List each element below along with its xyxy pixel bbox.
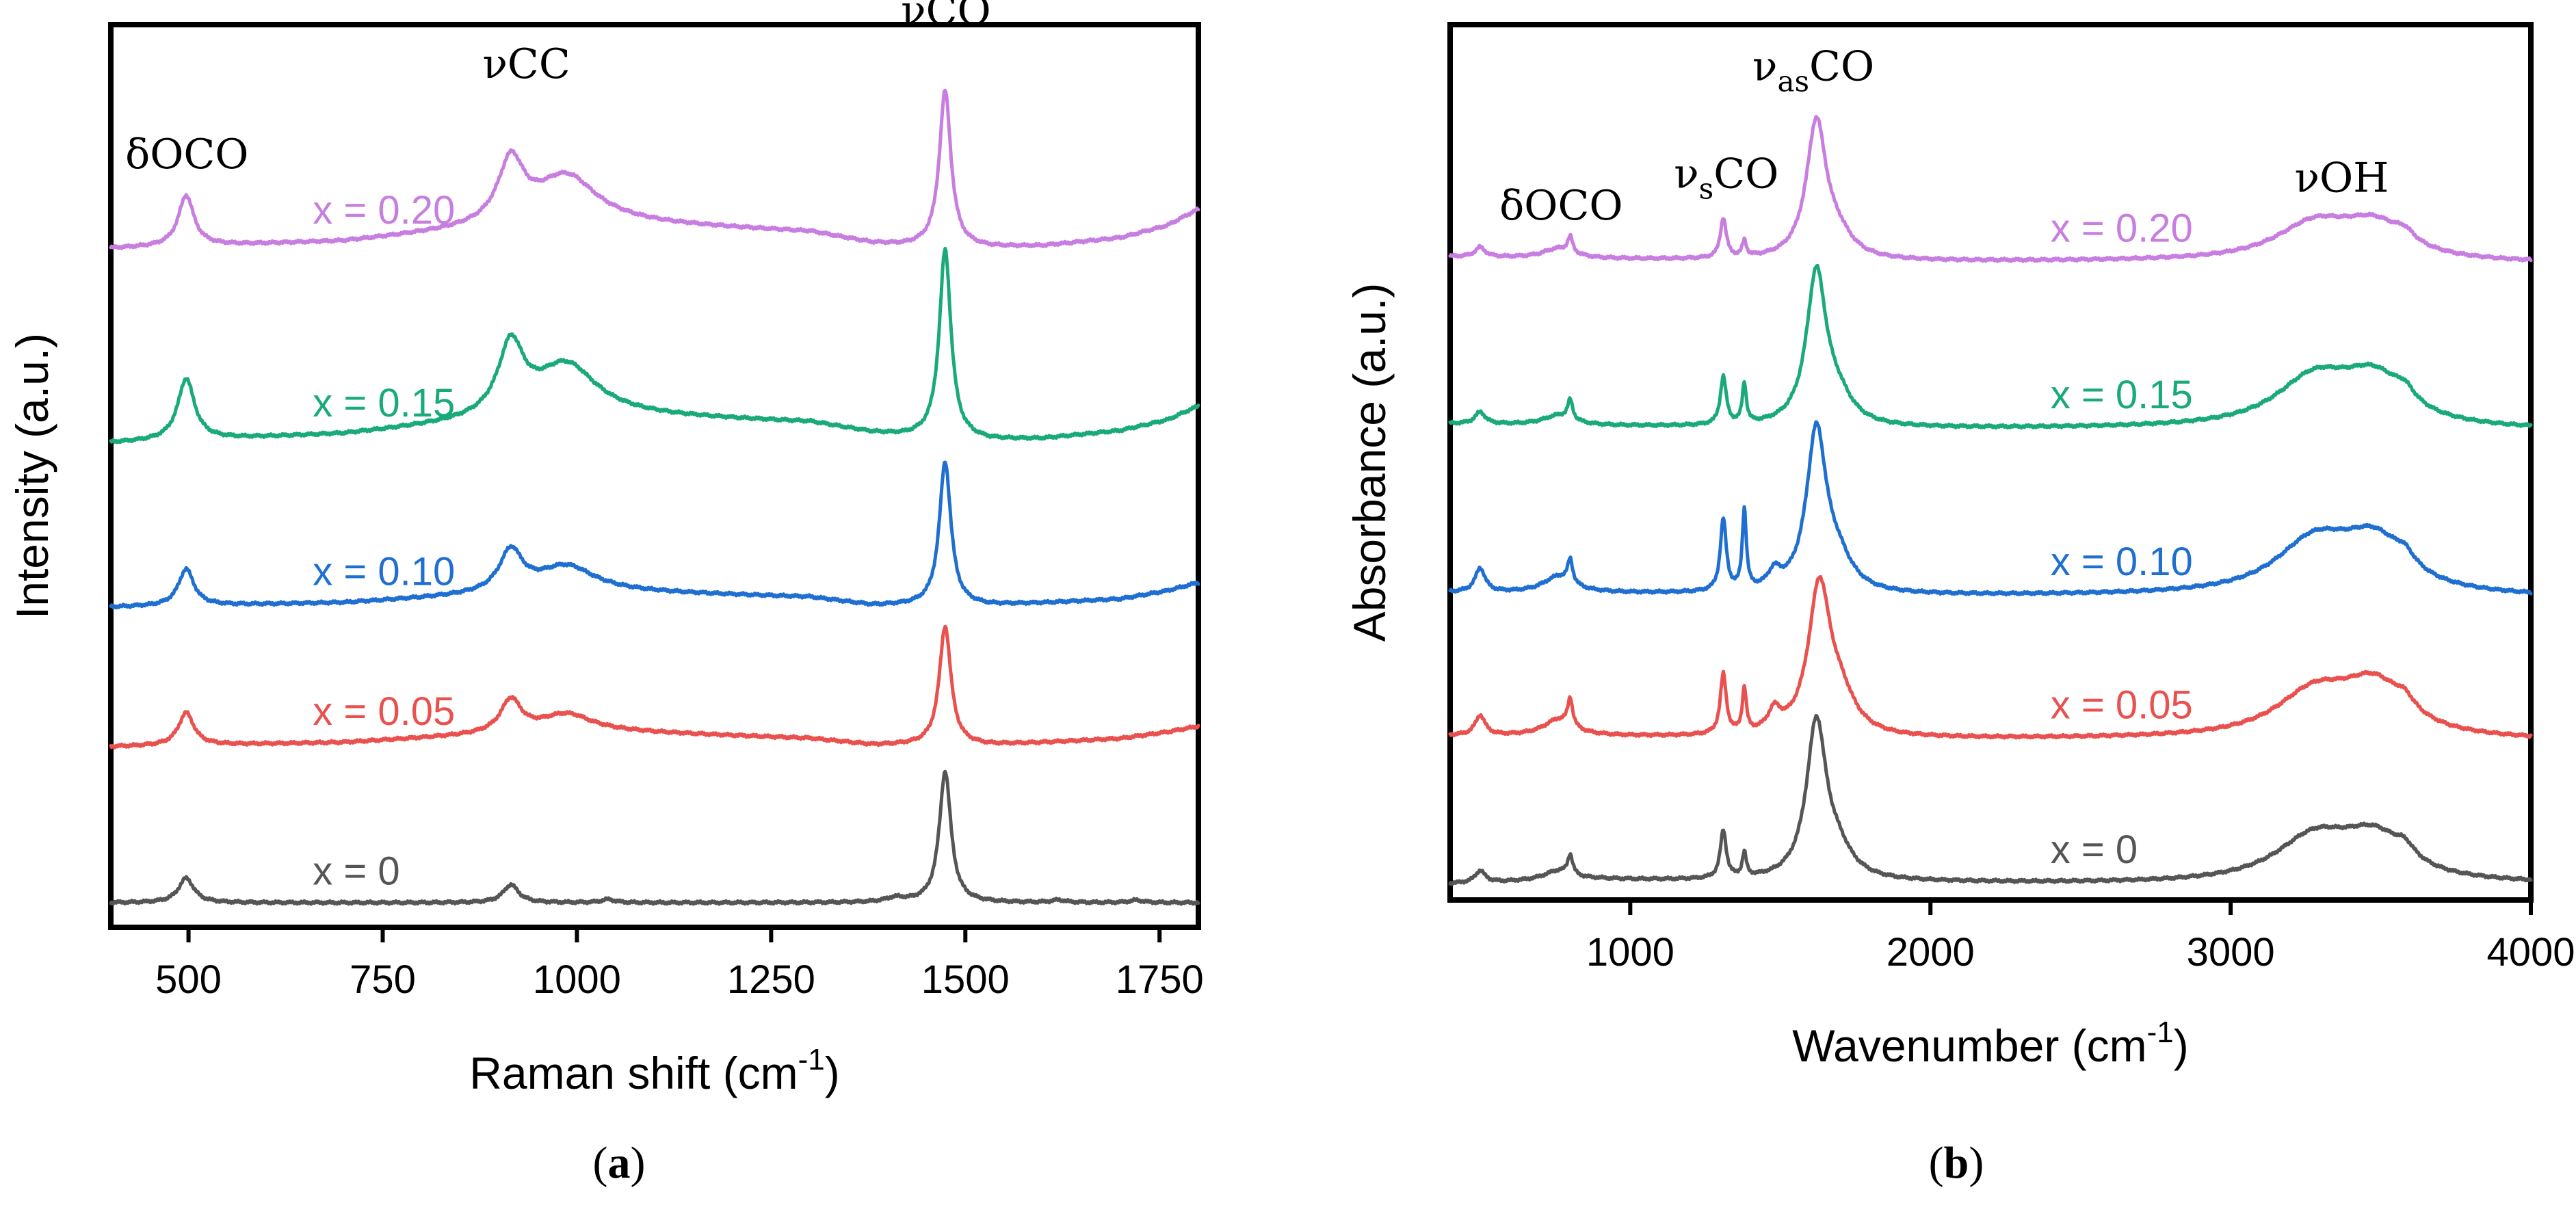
y-axis-title: Intensity (a.u.) (7, 333, 57, 619)
peak-label-vcc: νCC (482, 40, 570, 88)
series-label: x = 0.15 (313, 381, 455, 425)
peak-label-voh: νOH (2295, 154, 2389, 202)
series-line (109, 460, 1200, 610)
series-label: x = 0.05 (2051, 683, 2193, 728)
peak-label-vasco: νasCO (1752, 42, 1874, 98)
series-line (109, 88, 1200, 250)
x-tick-label: 1500 (921, 957, 1010, 1002)
panel-b-ftir-chart: 1000 2000 3000 4000 Wavenumber (cm-1) Absorba… (1344, 22, 2575, 1188)
x-tick-label: 750 (350, 957, 416, 1002)
x-tick-label: 1250 (727, 957, 815, 1002)
panel-a-raman-chart: 500 750 1000 1250 1500 1750 Raman shift (cm-1)… (7, 0, 1204, 1188)
x-axis-title: Raman shift (cm-1) (469, 1043, 840, 1098)
series-line (1448, 263, 2533, 430)
series-label: x = 0.20 (2051, 207, 2193, 251)
x-tick-label: 1000 (533, 957, 621, 1002)
peak-label-docco: δOCO (125, 131, 248, 178)
peak-label-vco: νCO (901, 0, 991, 35)
x-tick-label: 3000 (2187, 930, 2275, 975)
peak-label-docco: δOCO (1499, 182, 1622, 230)
series-line (109, 246, 1200, 445)
y-axis-title: Absorbance (a.u.) (1344, 283, 1395, 642)
series-line (109, 769, 1200, 906)
peak-label-vsco: νsCO (1674, 150, 1778, 206)
x-tick-label: 500 (155, 957, 222, 1002)
x-tick-label: 4000 (2486, 930, 2575, 975)
series-label: x = 0 (313, 849, 399, 894)
series-line (1448, 420, 2533, 597)
x-axis-title: Wavenumber (cm-1) (1792, 1016, 2188, 1071)
plot-frame (1447, 22, 2534, 903)
series-label: x = 0.05 (313, 689, 455, 734)
series-label: x = 0.15 (2051, 373, 2193, 417)
series-line (1448, 115, 2533, 263)
series-label: x = 0 (2051, 827, 2138, 872)
series-line (1448, 574, 2533, 740)
series-line (1448, 714, 2533, 886)
series-line (109, 624, 1200, 750)
series-label: x = 0.20 (313, 188, 455, 233)
series-label: x = 0.10 (2051, 540, 2193, 584)
x-tick-label: 1000 (1586, 930, 1674, 975)
panel-caption: (b) (1929, 1138, 1984, 1188)
x-tick-label: 2000 (1887, 930, 1975, 975)
x-tick-label: 1750 (1116, 957, 1204, 1002)
plot-frame (108, 22, 1201, 930)
panel-caption: (a) (593, 1138, 646, 1188)
series-label: x = 0.10 (313, 550, 455, 594)
